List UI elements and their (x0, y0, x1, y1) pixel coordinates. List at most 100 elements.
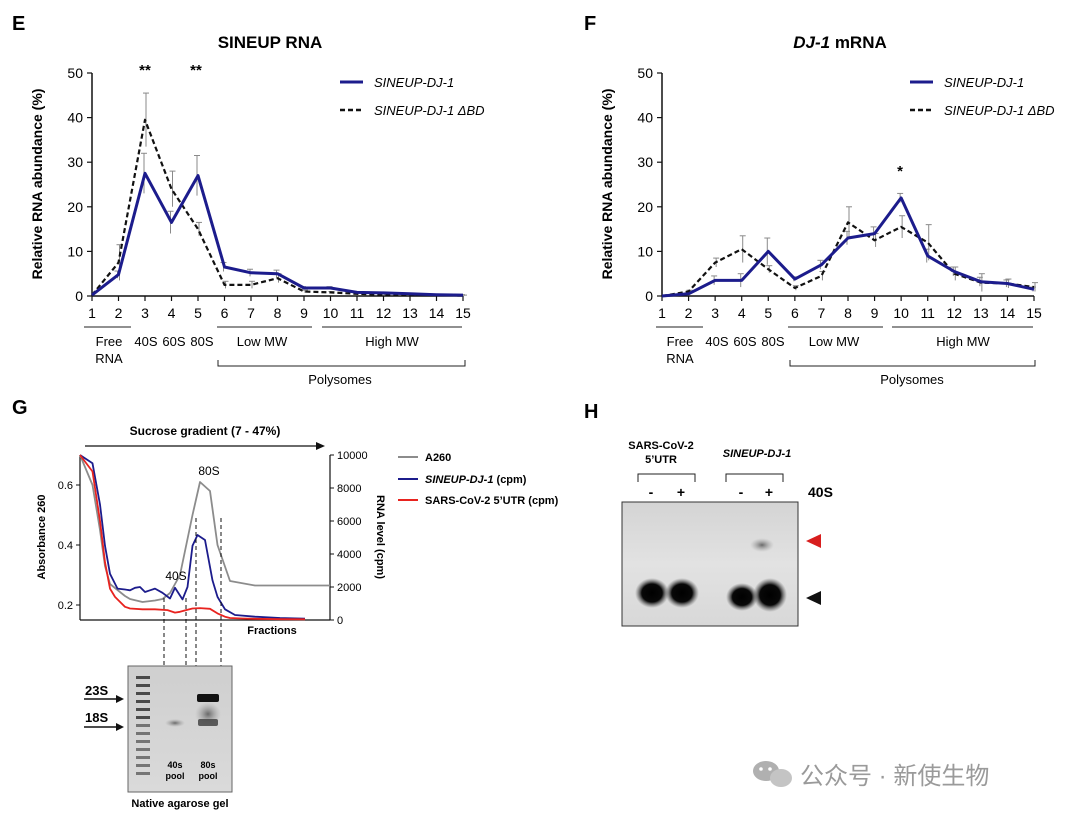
y-tick-label-g-left: 0.2 (58, 600, 73, 612)
chart-title-f-rest: mRNA (830, 33, 887, 52)
y-tick-label-e: 20 (67, 199, 83, 215)
x-tick-label-f: 5 (764, 305, 772, 321)
polysome-bracket-e (217, 360, 466, 367)
y-tick-label-g-left: 0.6 (58, 480, 73, 492)
legend-label-sineup-name: SINEUP-DJ-1 (425, 474, 493, 486)
y-tick-label-f: 0 (645, 288, 653, 304)
gel-marker-23s-label: 23S (85, 683, 108, 698)
x-tick-label-f: 14 (1000, 305, 1016, 321)
lane-bracket-sars (637, 473, 696, 482)
panel-letter-e: E (12, 13, 25, 35)
ladder-band (136, 740, 150, 743)
peak-label-80s: 80S (198, 464, 219, 478)
y-tick-label-g-right: 6000 (337, 516, 361, 528)
y-tick-label-f: 40 (637, 110, 653, 126)
lane-plus-1: + (677, 484, 685, 500)
x-tick-label-e: 7 (247, 305, 255, 321)
group-label-40s-f: 40S (705, 334, 728, 349)
group-label-40s-e: 40S (134, 334, 157, 349)
ladder-band (136, 724, 150, 727)
label-40s-h: 40S (808, 484, 833, 500)
y-tick-label-f: 30 (637, 154, 653, 170)
native-agarose-gel: 40s pool 80s pool 23S 18S Native agarose… (84, 665, 233, 810)
y-tick-label-e: 40 (67, 110, 83, 126)
legend-label-e-2: SINEUP-DJ-1 ΔBD (374, 103, 485, 118)
watermark: 公众号 · 新使生物 (753, 761, 989, 790)
legend-label-sineup: SINEUP-DJ-1 (cpm) (425, 474, 527, 486)
plot-area-g (79, 454, 330, 621)
ladder-band (136, 772, 150, 775)
lane-group-label-sars-2: 5’UTR (645, 454, 677, 466)
legend-label-a260: A260 (425, 452, 451, 464)
group-label-polysomes-f: Polysomes (880, 372, 944, 387)
profile-line-sars-cov-2-5-utr-cpm- (79, 454, 306, 621)
group-label-60s-f: 60S (733, 334, 756, 349)
x-tick-label-f: 12 (946, 305, 962, 321)
ladder-band (136, 716, 150, 719)
ladder-band (136, 732, 150, 735)
x-tick-label-e: 10 (323, 305, 339, 321)
gel-band-80s-18s (198, 719, 218, 726)
panel-f-dj1-mrna: F DJ-1 mRNA Relative RNA abundance (%) 0… (584, 13, 1055, 387)
lane-minus-2: - (739, 484, 744, 500)
group-label-lowmw-e: Low MW (237, 334, 288, 349)
x-tick-label-e: 3 (141, 305, 149, 321)
y-tick-label-f: 10 (637, 243, 653, 259)
x-tick-label-f: 15 (1026, 305, 1042, 321)
x-tick-label-f: 2 (685, 305, 693, 321)
group-label-free-f: Free (667, 334, 694, 349)
gel-lane-label-80s: 80s (200, 760, 215, 770)
legend-f: SINEUP-DJ-1 SINEUP-DJ-1 ΔBD (910, 75, 1055, 118)
y-tick-label-f: 50 (637, 65, 653, 81)
group-label-lowmw-f: Low MW (809, 334, 860, 349)
x-tick-label-f: 6 (791, 305, 799, 321)
watermark-text: 公众号 · 新使生物 (800, 763, 989, 790)
x-axis-label-g: Fractions (247, 625, 297, 637)
emsa-free-probe-lane-3 (726, 583, 758, 611)
polysome-bracket-f (789, 360, 1036, 367)
legend-label-f-1: SINEUP-DJ-1 (944, 75, 1024, 90)
legend-g: A260 SINEUP-DJ-1 (cpm) SARS-CoV-2 5’UTR … (398, 452, 559, 507)
x-tick-label-f: 3 (711, 305, 719, 321)
wechat-icon (753, 761, 792, 787)
panel-e-sineup-rna: E SINEUP RNA Relative RNA abundance (%) … (12, 13, 485, 387)
group-label-rna-e: RNA (95, 351, 123, 366)
significance-star-f-1: * (897, 163, 903, 180)
legend-label-sars: SARS-CoV-2 5’UTR (cpm) (425, 495, 559, 507)
x-tick-label-f: 1 (658, 305, 666, 321)
gel-band-80s-23s (197, 694, 219, 702)
ladder-band (136, 764, 150, 767)
lane-group-label-sars-1: SARS-CoV-2 (628, 440, 693, 452)
x-tick-label-e: 11 (350, 305, 365, 321)
chart-title-e: SINEUP RNA (218, 33, 323, 52)
gel-ladder (136, 676, 150, 775)
fraction-groups-e: Free RNA 40S 60S 80S Low MW High MW Poly… (84, 326, 466, 387)
peak-label-40s: 40S (165, 569, 186, 583)
panel-letter-h: H (584, 401, 598, 423)
x-tick-label-e: 9 (300, 305, 308, 321)
gel-marker-18s-arrowhead (116, 723, 124, 731)
gel-caption: Native agarose gel (131, 798, 228, 810)
legend-label-f-2: SINEUP-DJ-1 ΔBD (944, 103, 1055, 118)
gel-band-40s-pool (165, 719, 185, 727)
series-line-f-dbd (661, 221, 1035, 298)
lane-bracket-sineup (725, 473, 784, 482)
gel-marker-23s-arrowhead (116, 695, 124, 703)
red-arrowhead-icon (806, 534, 821, 548)
x-tick-label-e: 14 (429, 305, 445, 321)
legend-e: SINEUP-DJ-1 SINEUP-DJ-1 ΔBD (340, 75, 485, 118)
gradient-arrow-head (316, 442, 325, 450)
black-arrowhead-icon (806, 591, 821, 605)
chart-title-f: DJ-1 mRNA (793, 33, 887, 52)
y-tick-label-e: 50 (67, 65, 83, 81)
plot-area-f (661, 192, 1038, 298)
lane-plus-2: + (765, 484, 773, 500)
gel-lane-label-40s-pool: pool (166, 771, 185, 781)
y-tick-label-g-right: 4000 (337, 549, 361, 561)
x-tick-label-e: 8 (274, 305, 282, 321)
x-tick-label-e: 15 (455, 305, 471, 321)
y-tick-label-g-right: 2000 (337, 582, 361, 594)
x-tick-label-e: 2 (115, 305, 123, 321)
group-label-highmw-e: High MW (365, 334, 419, 349)
